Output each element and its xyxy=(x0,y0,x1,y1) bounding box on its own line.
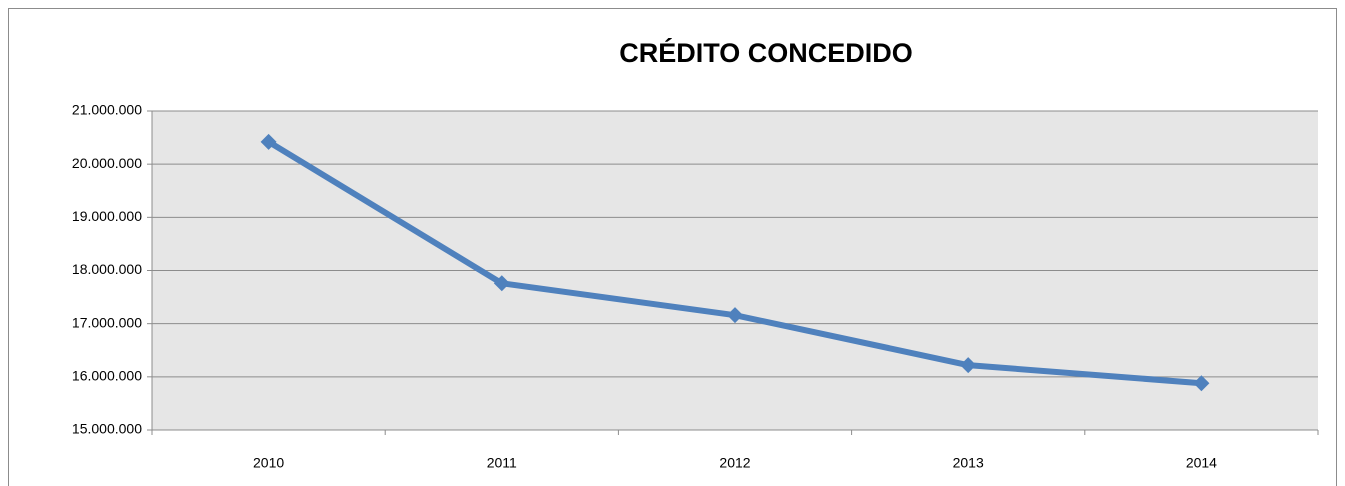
data-point xyxy=(727,307,743,324)
y-tick-label: 20.000.000 xyxy=(72,155,142,171)
x-tick-label: 2014 xyxy=(1186,455,1217,471)
x-tick-label: 2010 xyxy=(253,455,284,471)
y-tick-label: 15.000.000 xyxy=(72,421,142,437)
data-point xyxy=(260,133,277,150)
x-tick-label: 2013 xyxy=(953,455,984,471)
y-tick-label: 17.000.000 xyxy=(72,314,142,330)
x-tick-label: 2012 xyxy=(719,455,750,471)
y-tick-label: 21.000.000 xyxy=(72,102,142,118)
data-point xyxy=(960,357,977,374)
x-tick-label: 2011 xyxy=(487,455,517,471)
data-point xyxy=(1193,375,1210,392)
y-tick-label: 18.000.000 xyxy=(72,261,142,277)
data-point xyxy=(493,275,510,292)
chart-title: CRÉDITO CONCEDIDO xyxy=(619,37,913,68)
y-tick-label: 16.000.000 xyxy=(72,368,142,384)
y-tick-label: 19.000.000 xyxy=(72,208,142,224)
